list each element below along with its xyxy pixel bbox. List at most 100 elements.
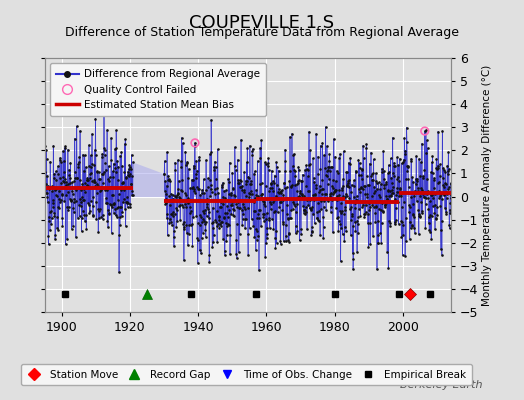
- Point: [53, 214, 61, 220]
- Point: [392, 188, 401, 195]
- Point: [302, 162, 310, 169]
- Point: [366, 241, 374, 248]
- Point: [324, 164, 332, 170]
- Point: [222, 187, 230, 194]
- Point: [260, 198, 269, 205]
- Point: [307, 206, 315, 213]
- Point: [203, 196, 211, 203]
- Point: [308, 224, 316, 230]
- Point: [310, 196, 318, 202]
- Point: [46, 208, 54, 215]
- Point: [118, 209, 127, 215]
- Point: [350, 182, 358, 189]
- Point: [344, 182, 352, 189]
- Point: [194, 157, 203, 163]
- Point: [306, 147, 314, 153]
- Point: [312, 209, 321, 216]
- Point: [166, 216, 174, 222]
- Point: [74, 164, 82, 170]
- Point: [103, 218, 112, 224]
- Point: [169, 213, 177, 219]
- Point: [319, 214, 327, 220]
- Point: [52, 177, 60, 183]
- Point: [61, 176, 69, 182]
- Point: [247, 181, 255, 187]
- Point: [95, 214, 104, 221]
- Point: [414, 188, 422, 194]
- Point: [181, 201, 189, 207]
- Point: [195, 247, 204, 254]
- Point: [222, 210, 231, 216]
- Point: [194, 185, 203, 192]
- Point: [198, 187, 206, 193]
- Point: [312, 196, 321, 202]
- Point: [177, 158, 185, 164]
- Point: [377, 240, 386, 246]
- Point: [120, 185, 128, 191]
- Point: [185, 198, 194, 204]
- Point: [198, 190, 206, 196]
- Point: [226, 192, 235, 198]
- Point: [86, 171, 94, 177]
- Point: [343, 183, 352, 189]
- Point: [346, 188, 355, 195]
- Point: [43, 199, 52, 206]
- Point: [366, 220, 374, 226]
- Point: [276, 237, 285, 244]
- Point: [238, 183, 247, 189]
- Point: [169, 196, 178, 202]
- Point: [41, 180, 50, 187]
- Point: [304, 188, 312, 194]
- Point: [264, 155, 272, 162]
- Point: [206, 151, 214, 157]
- Point: [173, 218, 181, 224]
- Point: [402, 138, 411, 145]
- Point: [54, 187, 63, 194]
- Point: [396, 193, 405, 200]
- Point: [400, 199, 408, 205]
- Point: [169, 234, 178, 240]
- Point: [222, 238, 231, 244]
- Point: [258, 195, 266, 202]
- Point: [337, 185, 346, 192]
- Point: [207, 117, 215, 123]
- Point: [375, 206, 383, 212]
- Point: [105, 178, 113, 184]
- Point: [190, 186, 198, 192]
- Point: [437, 191, 445, 197]
- Point: [441, 168, 450, 175]
- Point: [281, 168, 289, 174]
- Point: [49, 196, 57, 203]
- Point: [106, 201, 114, 208]
- Point: [387, 174, 396, 181]
- Point: [414, 231, 423, 237]
- Point: [230, 212, 238, 219]
- Point: [316, 142, 325, 149]
- Point: [46, 158, 54, 165]
- Point: [61, 145, 69, 151]
- Point: [244, 204, 252, 211]
- Point: [92, 152, 100, 158]
- Point: [162, 196, 170, 202]
- Point: [362, 202, 370, 208]
- Point: [379, 209, 387, 215]
- Point: [342, 193, 351, 200]
- Point: [122, 175, 130, 182]
- Point: [296, 195, 304, 202]
- Point: [81, 152, 89, 159]
- Point: [349, 256, 357, 262]
- Point: [417, 159, 425, 166]
- Point: [337, 200, 345, 206]
- Point: [421, 188, 429, 195]
- Point: [287, 182, 296, 189]
- Point: [41, 186, 49, 192]
- Point: [253, 236, 261, 243]
- Point: [242, 193, 250, 199]
- Point: [359, 142, 367, 149]
- Point: [60, 198, 68, 204]
- Point: [48, 215, 56, 222]
- Point: [64, 146, 72, 153]
- Point: [255, 206, 264, 213]
- Point: [292, 201, 301, 207]
- Point: [67, 198, 75, 204]
